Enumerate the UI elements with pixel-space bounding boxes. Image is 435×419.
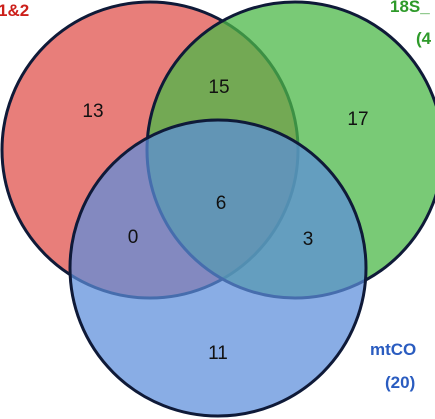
region-c-only-count: 11 [208, 343, 228, 364]
region-ab-count: 15 [208, 77, 229, 98]
region-b-only-count: 17 [347, 109, 368, 130]
set-b-label-line2: (4 [416, 29, 432, 48]
region-bc-count: 3 [303, 229, 314, 250]
set-a-label: 1&2 [0, 1, 29, 20]
set-c-circle [68, 118, 368, 418]
region-ac-count: 0 [128, 227, 139, 248]
region-abc-count: 6 [216, 193, 227, 214]
region-a-only-count: 13 [82, 101, 103, 122]
set-b-label-line1: 18S_ [390, 0, 430, 16]
set-c-label-line1: mtCO [370, 340, 416, 359]
set-c-label-line2: (20) [385, 373, 415, 392]
